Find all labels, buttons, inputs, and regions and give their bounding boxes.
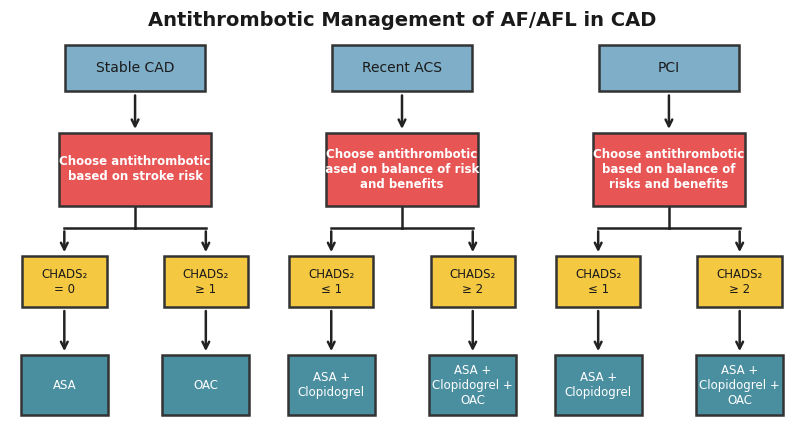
Text: ASA: ASA — [52, 378, 76, 392]
Text: ASA +
Clopidogrel +
OAC: ASA + Clopidogrel + OAC — [432, 363, 512, 407]
FancyBboxPatch shape — [592, 133, 744, 206]
FancyBboxPatch shape — [331, 45, 471, 91]
FancyBboxPatch shape — [65, 45, 206, 91]
FancyBboxPatch shape — [325, 133, 478, 206]
FancyBboxPatch shape — [696, 256, 781, 307]
Text: CHADS₂
= 0: CHADS₂ = 0 — [41, 268, 88, 296]
FancyBboxPatch shape — [695, 356, 782, 414]
FancyBboxPatch shape — [554, 356, 641, 414]
FancyBboxPatch shape — [597, 45, 739, 91]
Text: CHADS₂
≥ 2: CHADS₂ ≥ 2 — [449, 268, 495, 296]
Text: CHADS₂
≥ 1: CHADS₂ ≥ 1 — [182, 268, 229, 296]
FancyBboxPatch shape — [162, 356, 249, 414]
FancyBboxPatch shape — [430, 256, 514, 307]
Text: PCI: PCI — [657, 61, 679, 75]
Text: CHADS₂
≤ 1: CHADS₂ ≤ 1 — [574, 268, 621, 296]
FancyBboxPatch shape — [21, 356, 108, 414]
Text: ASA +
Clopidogrel: ASA + Clopidogrel — [564, 371, 631, 399]
FancyBboxPatch shape — [287, 356, 374, 414]
Text: Antithrombotic Management of AF/AFL in CAD: Antithrombotic Management of AF/AFL in C… — [148, 11, 655, 30]
Text: OAC: OAC — [193, 378, 218, 392]
FancyBboxPatch shape — [289, 256, 373, 307]
Text: Choose antithrombotic
based on balance of risks
and benefits: Choose antithrombotic based on balance o… — [317, 148, 486, 191]
Text: CHADS₂
≤ 1: CHADS₂ ≤ 1 — [308, 268, 354, 296]
Text: CHADS₂
≥ 2: CHADS₂ ≥ 2 — [715, 268, 762, 296]
FancyBboxPatch shape — [556, 256, 639, 307]
Text: ASA +
Clopidogrel: ASA + Clopidogrel — [297, 371, 365, 399]
Text: Recent ACS: Recent ACS — [361, 61, 442, 75]
Text: ASA +
Clopidogrel +
OAC: ASA + Clopidogrel + OAC — [699, 363, 779, 407]
Text: Choose antithrombotic
based on balance of
risks and benefits: Choose antithrombotic based on balance o… — [593, 148, 744, 191]
FancyBboxPatch shape — [22, 256, 106, 307]
Text: Choose antithrombotic
based on stroke risk: Choose antithrombotic based on stroke ri… — [59, 155, 210, 183]
Text: Stable CAD: Stable CAD — [96, 61, 174, 75]
FancyBboxPatch shape — [429, 356, 516, 414]
FancyBboxPatch shape — [164, 256, 247, 307]
FancyBboxPatch shape — [59, 133, 211, 206]
